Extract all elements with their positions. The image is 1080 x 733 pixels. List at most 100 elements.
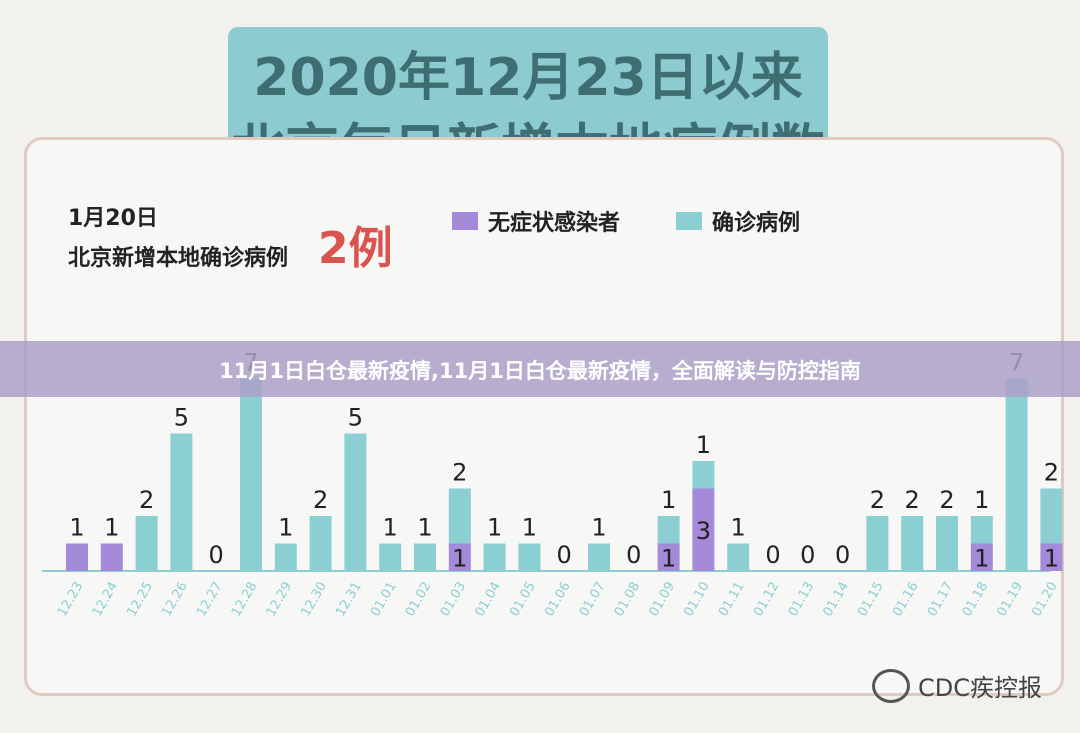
data-label-confirmed-01.10: 1 <box>696 431 711 459</box>
legend-label-confirmed: 确诊病例 <box>712 211 801 236</box>
data-label-01.17: 2 <box>939 486 954 514</box>
data-label-01.12: 0 <box>765 541 780 569</box>
tick-label-01.14: 01.14 <box>820 580 852 620</box>
wechat-icon <box>872 668 910 703</box>
data-label-01.02: 1 <box>417 514 432 542</box>
bar-confirmed-01.01 <box>379 543 402 571</box>
tick-label-01.12: 01.12 <box>751 580 783 620</box>
data-label-01.07: 1 <box>591 514 606 542</box>
bar-confirmed-01.10 <box>692 461 715 489</box>
data-label-01.16: 2 <box>905 486 920 514</box>
banner: 11月1日白仓最新疫情,11月1日白仓最新疫情，全面解读与防控指南 <box>0 341 1080 397</box>
data-label-01.14: 0 <box>835 541 850 569</box>
data-label-12.24: 1 <box>104 514 119 542</box>
bar-asymptomatic-12.23 <box>66 543 88 571</box>
tick-label-01.10: 01.10 <box>681 580 713 620</box>
bar-confirmed-12.29 <box>274 543 297 571</box>
data-label-12.23: 1 <box>69 514 84 542</box>
tick-label-12.28: 12.28 <box>229 580 261 620</box>
bar-confirmed-01.05 <box>518 543 541 571</box>
legend-item-confirmed: 确诊病例 <box>676 206 800 236</box>
bar-confirmed-01.19 <box>1005 378 1028 571</box>
bar-confirmed-01.11 <box>727 543 750 571</box>
data-label-01.04: 1 <box>487 514 502 542</box>
bar-confirmed-01.04 <box>483 543 506 571</box>
legend-label-asymptomatic: 无症状感染者 <box>488 211 621 236</box>
tick-label-01.15: 01.15 <box>855 580 887 620</box>
tick-label-12.25: 12.25 <box>124 580 156 620</box>
bar-confirmed-01.07 <box>588 543 610 571</box>
tick-label-12.24: 12.24 <box>90 580 122 620</box>
tick-label-01.17: 01.17 <box>925 580 957 620</box>
chart-title-line1: 2020年12月23日以来 <box>253 48 803 108</box>
watermark: CDC疾控报 <box>872 668 1042 703</box>
data-label-asymptomatic-01.09: 1 <box>661 544 676 572</box>
bar-asymptomatic-01.20 <box>1040 543 1063 571</box>
tick-label-12.23: 12.23 <box>55 580 87 620</box>
bar-confirmed-12.26 <box>170 433 193 571</box>
data-label-confirmed-01.09: 1 <box>661 486 676 514</box>
data-label-01.13: 0 <box>800 541 815 569</box>
data-label-12.27: 0 <box>209 541 224 569</box>
bar-asymptomatic-01.09 <box>657 543 680 571</box>
bar-confirmed-01.03 <box>448 488 471 544</box>
legend-swatch-asymptomatic <box>452 212 478 230</box>
tick-label-12.30: 12.30 <box>298 580 330 620</box>
banner-text: 11月1日白仓最新疫情,11月1日白仓最新疫情，全面解读与防控指南 <box>219 359 861 383</box>
legend-item-asymptomatic: 无症状感染者 <box>452 206 620 236</box>
data-label-01.08: 0 <box>626 541 641 569</box>
tick-label-01.05: 01.05 <box>507 580 539 620</box>
data-label-confirmed-01.03: 2 <box>452 459 467 487</box>
data-label-asymptomatic-01.03: 1 <box>452 544 467 572</box>
data-label-asymptomatic-01.20: 1 <box>1044 544 1059 572</box>
tick-label-01.13: 01.13 <box>786 580 818 620</box>
tick-label-01.16: 01.16 <box>890 580 922 620</box>
bar-confirmed-01.18 <box>970 516 993 544</box>
data-label-asymptomatic-01.10: 3 <box>696 517 711 545</box>
tick-label-01.06: 01.06 <box>542 580 574 620</box>
bar-asymptomatic-01.03 <box>448 543 471 571</box>
tick-label-12.26: 12.26 <box>159 580 191 620</box>
tick-label-12.29: 12.29 <box>264 580 296 620</box>
bar-asymptomatic-01.18 <box>970 543 993 571</box>
data-label-12.30: 2 <box>313 486 328 514</box>
tick-label-01.18: 01.18 <box>960 580 992 620</box>
data-label-01.11: 1 <box>731 514 746 542</box>
tick-label-01.04: 01.04 <box>472 580 504 620</box>
bar-asymptomatic-12.24 <box>100 543 123 571</box>
data-label-01.01: 1 <box>383 514 398 542</box>
bar-confirmed-01.16 <box>901 516 924 571</box>
tick-label-01.08: 01.08 <box>612 580 644 620</box>
data-label-12.29: 1 <box>278 514 293 542</box>
bar-confirmed-12.25 <box>135 516 158 571</box>
tick-label-01.09: 01.09 <box>646 580 678 620</box>
tick-label-01.03: 01.03 <box>438 580 470 620</box>
chart-card <box>24 137 1064 696</box>
info-date: 1月20日 <box>68 206 158 231</box>
bar-asymptomatic-01.10 <box>692 488 715 571</box>
bar-confirmed-12.30 <box>309 516 332 571</box>
data-label-12.31: 5 <box>348 404 363 432</box>
watermark-text: CDC疾控报 <box>918 674 1042 702</box>
bar-confirmed-01.17 <box>936 516 958 571</box>
data-label-01.05: 1 <box>522 514 537 542</box>
tick-label-01.20: 01.20 <box>1029 580 1061 620</box>
bar-confirmed-01.02 <box>414 543 436 571</box>
bar-confirmed-12.28 <box>240 378 262 571</box>
info-subtitle: 北京新增本地确诊病例 <box>68 246 289 271</box>
data-label-12.25: 2 <box>139 486 154 514</box>
tick-label-01.01: 01.01 <box>368 580 400 620</box>
data-label-01.15: 2 <box>870 486 885 514</box>
legend-swatch-confirmed <box>676 212 702 230</box>
tick-label-01.07: 01.07 <box>577 580 609 620</box>
data-label-12.26: 5 <box>174 404 189 432</box>
info-highlight: 2例 <box>318 223 393 274</box>
tick-label-12.31: 12.31 <box>333 580 365 620</box>
data-label-asymptomatic-01.18: 1 <box>974 544 989 572</box>
tick-label-01.11: 01.11 <box>716 580 748 620</box>
data-label-confirmed-01.20: 2 <box>1044 459 1059 487</box>
bar-confirmed-01.15 <box>866 516 889 571</box>
bar-confirmed-12.31 <box>344 433 367 571</box>
bar-confirmed-01.20 <box>1040 488 1063 544</box>
